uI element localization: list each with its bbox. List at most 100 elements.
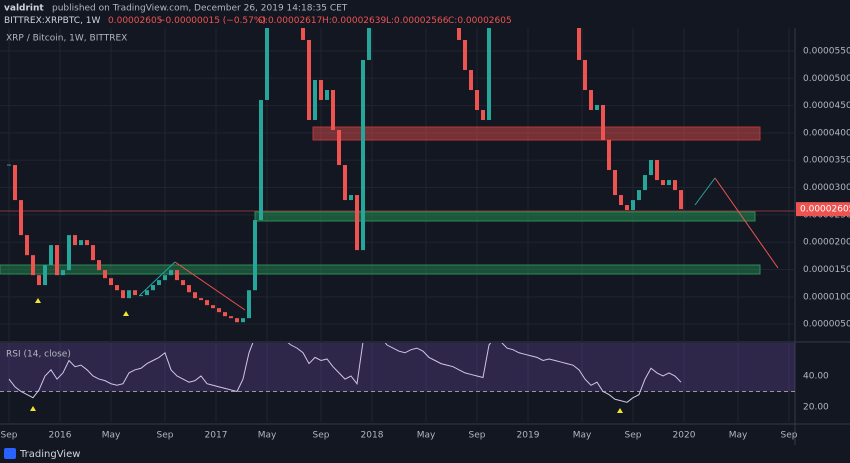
x-tick-label: May: [258, 431, 277, 441]
candle: [325, 90, 329, 100]
candle: [175, 270, 179, 281]
candle: [631, 200, 635, 211]
candle: [169, 270, 173, 276]
candle: [481, 110, 485, 121]
candle: [199, 298, 203, 301]
candle: [613, 170, 617, 196]
candle: [637, 190, 641, 201]
x-tick-label: Sep: [313, 431, 330, 441]
candle: [253, 220, 257, 291]
candle: [577, 28, 581, 60]
candle: [355, 195, 359, 251]
support-zone: [0, 264, 761, 275]
arrow: [139, 261, 176, 296]
candle: [25, 235, 29, 256]
marker: [617, 408, 623, 413]
y-tick-label: 40.00: [803, 371, 829, 381]
candle: [223, 312, 227, 317]
candle: [49, 245, 53, 266]
candle: [343, 165, 347, 201]
candle: [97, 260, 101, 271]
quote: L:0.00002566: [386, 16, 449, 26]
candle: [91, 245, 95, 261]
quote: H:0.00002639: [322, 16, 386, 26]
candle: [157, 280, 161, 286]
last-price-label: 0.00002605: [800, 205, 850, 215]
x-tick-label: 2020: [673, 431, 696, 441]
candle: [625, 205, 629, 211]
candle: [55, 245, 59, 276]
marker: [30, 406, 36, 411]
x-tick-label: May: [573, 431, 592, 441]
brand: TradingView: [19, 449, 80, 460]
candle: [19, 200, 23, 236]
candle: [643, 175, 647, 191]
candle: [121, 290, 125, 299]
x-tick-label: 2019: [517, 431, 540, 441]
candle: [619, 195, 623, 206]
x-tick-label: Sep: [469, 431, 486, 441]
candle: [469, 69, 473, 91]
candle: [241, 318, 245, 323]
candle: [205, 300, 209, 306]
candle: [565, 0, 569, 2]
candle: [607, 140, 611, 171]
x-tick-label: Sep: [781, 431, 798, 441]
candle: [109, 278, 113, 286]
candle: [163, 275, 167, 281]
x-tick-label: Sep: [625, 431, 642, 441]
candle: [37, 275, 41, 286]
x-tick-label: Sep: [1, 431, 18, 441]
arrow: [174, 261, 246, 311]
candle: [649, 160, 653, 176]
x-tick-label: 2016: [49, 431, 72, 441]
marker: [35, 298, 41, 303]
candle: [235, 318, 239, 323]
candle: [13, 165, 17, 201]
candle: [127, 290, 131, 299]
candle: [187, 285, 191, 293]
candle: [319, 80, 323, 100]
logo: [4, 448, 16, 459]
candle: [145, 290, 149, 296]
x-tick-label: May: [417, 431, 436, 441]
symbol: BITTREX:XRPBTC, 1W: [4, 16, 101, 26]
candle: [265, 28, 269, 100]
candle: [61, 270, 65, 276]
candle: [583, 59, 587, 91]
x-tick-label: Sep: [157, 431, 174, 441]
x-tick-label: May: [102, 431, 121, 441]
candle: [181, 280, 185, 286]
candle: [79, 240, 83, 246]
candle: [331, 90, 335, 131]
quote: −0.00000015 (−0.57%): [158, 16, 266, 26]
candle: [589, 90, 593, 111]
candle: [67, 235, 71, 271]
candle: [193, 292, 197, 299]
marker: [123, 311, 129, 316]
candle: [451, 0, 455, 7]
candle: [73, 235, 77, 246]
candle: [487, 28, 491, 121]
candle: [679, 190, 683, 210]
candle: [655, 160, 659, 181]
candle: [313, 80, 317, 121]
published: published on TradingView.com, December 2…: [52, 4, 348, 14]
candle: [463, 39, 467, 70]
y-tick-label: 0.00005500: [803, 46, 850, 56]
candle: [661, 180, 665, 186]
candle: [307, 39, 311, 121]
rsi-band: [0, 343, 795, 392]
last-price-box: [796, 202, 850, 217]
x-tick-label: May: [729, 431, 748, 441]
candle: [595, 104, 599, 111]
candle: [31, 255, 35, 276]
